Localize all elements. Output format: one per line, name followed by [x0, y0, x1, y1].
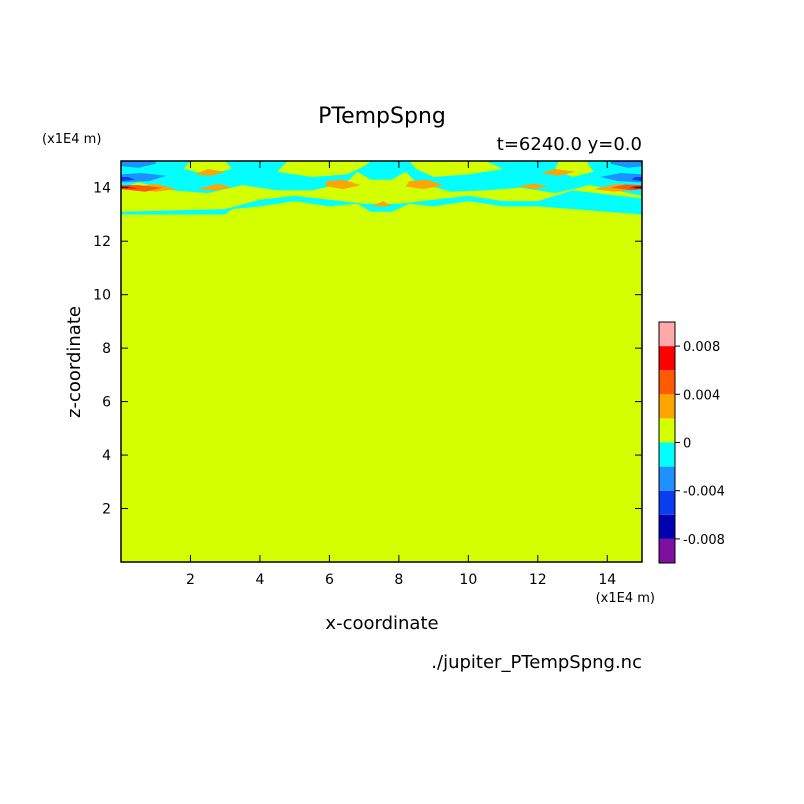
y-tick-label: 2	[102, 502, 111, 518]
contour-region	[541, 169, 576, 176]
x-axis-label: x-coordinate	[325, 613, 438, 634]
contour-regions	[121, 161, 642, 215]
contour-region	[409, 161, 504, 177]
contour-region	[121, 161, 156, 168]
contour-region	[121, 185, 163, 192]
contour-region	[121, 186, 139, 190]
contour-region	[121, 171, 642, 212]
y-tick-label: 12	[93, 234, 111, 250]
contour-region	[517, 183, 549, 190]
y-tick-label: 14	[93, 181, 111, 197]
time-label: t=6240.0 y=0.0	[497, 134, 642, 155]
axes: 2 4 6 8 10 12 14 2 4 6 8 10 12 14	[93, 160, 643, 588]
y-tick-label: 4	[102, 448, 111, 464]
colorbar-swatch	[659, 346, 675, 371]
contour-region	[631, 177, 642, 182]
contour-region	[610, 184, 642, 191]
x-tick-label: 12	[529, 572, 547, 588]
colorbar-swatch	[659, 490, 675, 515]
colorbar-swatch	[659, 370, 675, 395]
colorbar: 0.008 0.004 0 -0.004 -0.008	[658, 321, 725, 564]
colorbar-swatch	[659, 514, 675, 539]
contour-region	[325, 179, 361, 190]
x-tick-label: 4	[255, 572, 264, 588]
y-axis-label: z-coordinate	[64, 306, 85, 418]
x-axis-unit: (x1E4 m)	[596, 591, 655, 606]
x-tick-label: 8	[394, 572, 403, 588]
colorbar-swatch	[659, 418, 675, 443]
plot-area	[121, 161, 642, 562]
x-tick-label: 6	[325, 572, 334, 588]
contour-region	[610, 161, 642, 168]
colorbar-tick-label: 0.008	[683, 340, 720, 355]
colorbar-tick-label: 0.004	[683, 388, 720, 403]
chart-title: PTempSpng	[318, 104, 446, 129]
contour-region	[193, 169, 226, 176]
contour-region	[600, 173, 642, 183]
source-file-label: ./jupiter_PTempSpng.nc	[431, 652, 642, 673]
contour-region	[405, 179, 444, 190]
y-tick-label: 10	[93, 288, 111, 304]
x-tick-label: 14	[598, 572, 616, 588]
colorbar-swatch	[659, 322, 675, 347]
contour-region	[197, 183, 233, 191]
colorbar-tick-label: 0	[683, 437, 691, 452]
y-tick-label: 8	[102, 341, 111, 357]
y-tick-label: 6	[102, 395, 111, 411]
colorbar-swatch	[659, 442, 675, 467]
x-tick-label: 2	[186, 572, 195, 588]
colorbar-tick-label: -0.008	[683, 533, 725, 548]
contour-background	[121, 161, 642, 562]
y-axis-unit: (x1E4 m)	[42, 132, 101, 147]
contour-region	[277, 161, 372, 177]
contour-region	[371, 201, 392, 207]
colorbar-swatch	[659, 466, 675, 491]
colorbar-swatch	[659, 394, 675, 419]
plot-frame	[120, 160, 643, 563]
colorbar-swatch	[659, 538, 675, 563]
contour-region	[121, 173, 167, 183]
contour-region	[121, 177, 135, 182]
colorbar-tick-label: -0.004	[683, 485, 725, 500]
x-tick-label: 10	[459, 572, 477, 588]
